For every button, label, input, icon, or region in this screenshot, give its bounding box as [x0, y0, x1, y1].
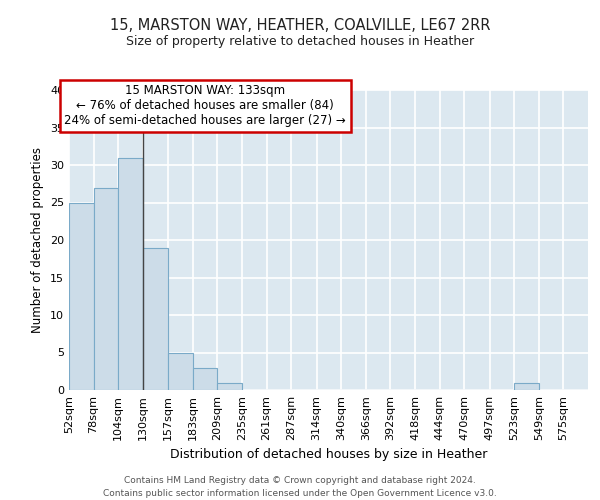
Text: 15, MARSTON WAY, HEATHER, COALVILLE, LE67 2RR: 15, MARSTON WAY, HEATHER, COALVILLE, LE6… — [110, 18, 490, 32]
Bar — [217, 382, 242, 390]
Bar — [118, 158, 143, 390]
Bar — [514, 382, 539, 390]
Bar — [94, 188, 118, 390]
Text: Contains HM Land Registry data © Crown copyright and database right 2024.
Contai: Contains HM Land Registry data © Crown c… — [103, 476, 497, 498]
Bar — [143, 248, 168, 390]
Bar — [168, 352, 193, 390]
X-axis label: Distribution of detached houses by size in Heather: Distribution of detached houses by size … — [170, 448, 487, 462]
Text: Size of property relative to detached houses in Heather: Size of property relative to detached ho… — [126, 35, 474, 48]
Bar — [69, 202, 94, 390]
Text: 15 MARSTON WAY: 133sqm
← 76% of detached houses are smaller (84)
24% of semi-det: 15 MARSTON WAY: 133sqm ← 76% of detached… — [64, 84, 346, 127]
Y-axis label: Number of detached properties: Number of detached properties — [31, 147, 44, 333]
Bar — [193, 368, 217, 390]
